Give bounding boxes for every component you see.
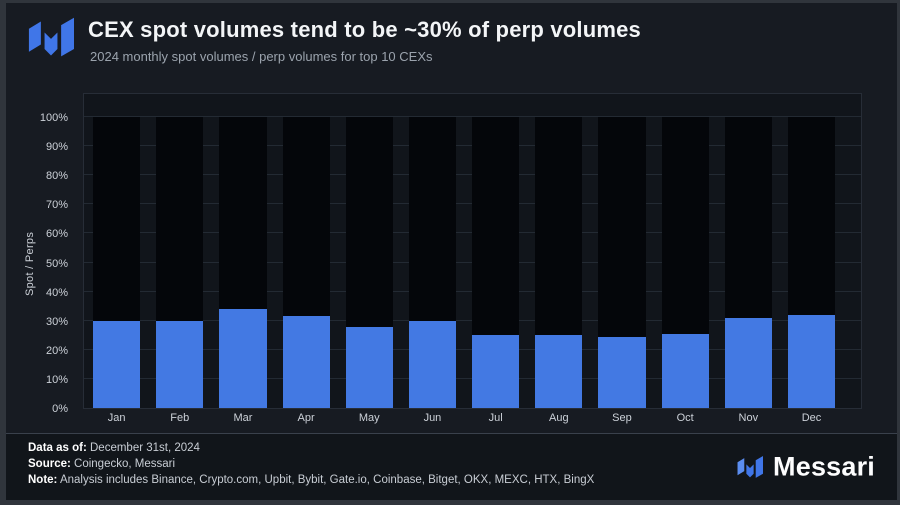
messari-logo-icon <box>737 455 764 478</box>
x-tick-label: Jan <box>107 412 126 424</box>
x-tick-label: Jun <box>423 412 442 424</box>
spot-share-segment <box>345 326 393 408</box>
infographic-canvas: CEX spot volumes tend to be ~30% of perp… <box>6 3 897 500</box>
source-line: Source: Coingecko, Messari <box>28 456 594 472</box>
perp-remainder-segment <box>156 117 204 321</box>
data-as-of-label: Data as of: <box>28 442 87 454</box>
stacked-bar-feb <box>156 117 204 408</box>
data-as-of-line: Data as of: December 31st, 2024 <box>28 440 594 456</box>
perp-remainder-segment <box>535 117 583 336</box>
y-tick-label: 10% <box>45 373 68 386</box>
stacked-bar-jan <box>93 117 141 408</box>
perp-remainder-segment <box>219 117 267 310</box>
note-line: Note: Analysis includes Binance, Crypto.… <box>28 472 594 488</box>
stacked-bar-aug <box>535 117 583 408</box>
y-tick-label: 70% <box>45 199 68 212</box>
stacked-bar-sep <box>598 117 646 408</box>
x-axis-labels: Jan Feb Mar Apr May Jun Jul Aug Sep Oct Nov Dec <box>93 412 835 424</box>
brand-lockup: Messari <box>737 452 875 483</box>
header: CEX spot volumes tend to be ~30% of perp… <box>6 3 897 89</box>
perp-remainder-segment <box>282 117 330 317</box>
spot-share-segment <box>156 320 204 408</box>
y-axis-ticks: 0% 10% 20% 30% 40% 50% 60% 70% 80% 90% 100% <box>6 112 76 415</box>
y-tick-label: 60% <box>45 228 68 241</box>
y-tick-label: 20% <box>45 344 68 357</box>
spot-share-segment <box>472 335 520 408</box>
spot-share-segment <box>661 333 709 408</box>
source-value: Coingecko, Messari <box>74 458 176 470</box>
y-axis-title: Spot / Perps <box>24 231 36 296</box>
footer: Data as of: December 31st, 2024 Source: … <box>6 433 897 500</box>
brand-wordmark: Messari <box>773 451 875 482</box>
page-subtitle: 2024 monthly spot volumes / perp volumes… <box>90 49 433 64</box>
x-tick-label: Aug <box>549 412 569 424</box>
stacked-bar-mar <box>219 117 267 408</box>
y-tick-label: 40% <box>45 286 68 299</box>
perp-remainder-segment <box>787 117 836 315</box>
spot-share-segment <box>408 320 457 408</box>
x-tick-label: Feb <box>170 412 190 424</box>
y-tick-label: 80% <box>45 170 68 183</box>
perp-remainder-segment <box>345 117 393 327</box>
stacked-bar-dec <box>787 117 836 408</box>
stacked-bar-jul <box>472 117 520 408</box>
spot-share-segment <box>535 335 583 408</box>
page-title: CEX spot volumes tend to be ~30% of perp… <box>88 17 641 42</box>
perp-remainder-segment <box>408 117 457 321</box>
stacked-bar-may <box>345 117 393 408</box>
messari-logo-icon <box>28 17 74 57</box>
stacked-bar-oct <box>661 117 709 408</box>
perp-remainder-segment <box>661 117 709 334</box>
note-value: Analysis includes Binance, Crypto.com, U… <box>59 474 595 486</box>
y-tick-label: 0% <box>52 403 68 415</box>
gridline <box>84 116 861 117</box>
y-tick-label: 100% <box>39 112 68 124</box>
y-tick-label: 90% <box>45 141 68 154</box>
y-tick-label: 30% <box>45 315 68 328</box>
perp-remainder-segment <box>598 117 646 337</box>
source-label: Source: <box>28 458 71 470</box>
perp-remainder-segment <box>472 117 520 336</box>
x-tick-label: Sep <box>612 412 632 424</box>
stacked-bar-apr <box>282 117 330 408</box>
x-tick-label: Nov <box>738 412 759 424</box>
perp-remainder-segment <box>93 117 141 321</box>
spot-share-segment <box>724 317 772 408</box>
x-tick-label: Jul <box>488 412 503 424</box>
x-tick-label: Oct <box>676 412 694 424</box>
y-tick-label: 50% <box>45 257 68 270</box>
note-label: Note: <box>28 474 58 486</box>
x-tick-label: Mar <box>233 412 253 424</box>
spot-share-segment <box>219 309 267 408</box>
x-tick-label: Apr <box>297 412 315 424</box>
spot-share-segment <box>282 316 330 408</box>
stacked-bar-jun <box>408 117 457 408</box>
spot-share-segment <box>93 320 141 408</box>
plot-area <box>83 93 862 409</box>
stacked-bar-nov <box>724 117 772 408</box>
spot-share-segment <box>598 336 646 408</box>
x-tick-label: May <box>358 412 380 424</box>
footer-notes: Data as of: December 31st, 2024 Source: … <box>28 440 594 488</box>
spot-share-segment <box>787 314 836 408</box>
x-tick-label: Dec <box>801 412 822 424</box>
bars-layer <box>93 117 836 408</box>
data-as-of-value: December 31st, 2024 <box>90 442 200 454</box>
perp-remainder-segment <box>724 117 772 318</box>
